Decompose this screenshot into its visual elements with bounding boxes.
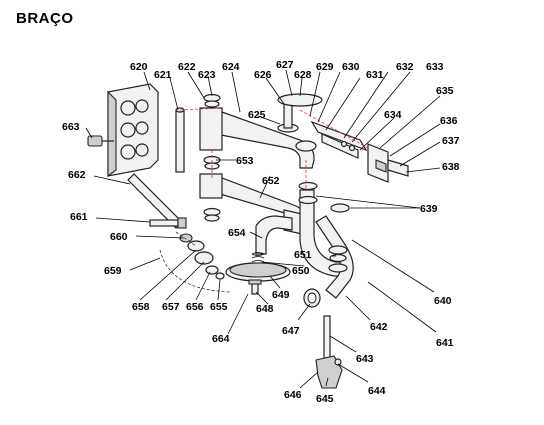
label-630: 630 <box>342 61 360 73</box>
label-626: 626 <box>254 69 272 81</box>
label-659: 659 <box>104 265 122 277</box>
knob-663 <box>87 135 114 147</box>
label-655: 655 <box>210 301 228 313</box>
label-646: 646 <box>284 389 302 401</box>
label-641: 641 <box>436 337 454 349</box>
clamp-636 <box>367 143 409 183</box>
handle-626 <box>277 93 323 133</box>
screw-648 <box>248 279 262 295</box>
label-653: 653 <box>236 155 254 167</box>
label-629: 629 <box>316 61 334 73</box>
label-620: 620 <box>130 61 148 73</box>
label-634: 634 <box>384 109 402 121</box>
label-661: 661 <box>70 211 88 223</box>
leader-lines <box>85 69 441 389</box>
label-664: 664 <box>212 333 230 345</box>
label-645: 645 <box>316 393 334 405</box>
shaft-643 <box>323 315 331 359</box>
disc-649 <box>225 262 291 282</box>
spring-650 <box>251 252 265 267</box>
label-663: 663 <box>62 121 80 133</box>
label-649: 649 <box>272 289 290 301</box>
part-number-labels: 620 621 622 623 624 625 626 627 628 629 … <box>62 59 460 405</box>
label-658: 658 <box>132 301 150 313</box>
label-652: 652 <box>262 175 280 187</box>
label-656: 656 <box>186 301 204 313</box>
label-628: 628 <box>294 69 312 81</box>
label-657: 657 <box>162 301 180 313</box>
joint-parts-659 <box>179 233 225 280</box>
label-650: 650 <box>292 265 310 277</box>
bracket-645 <box>315 355 343 389</box>
ring-647 <box>303 288 321 308</box>
label-636: 636 <box>440 115 458 127</box>
label-647: 647 <box>282 325 300 337</box>
bolt-661 <box>149 217 187 229</box>
label-639: 639 <box>420 203 438 215</box>
label-632: 632 <box>396 61 414 73</box>
label-642: 642 <box>370 321 388 333</box>
label-635: 635 <box>436 85 454 97</box>
label-623: 623 <box>198 69 216 81</box>
label-621: 621 <box>154 69 172 81</box>
label-644: 644 <box>368 385 386 397</box>
label-643: 643 <box>356 353 374 365</box>
pivot-pin <box>175 107 185 173</box>
label-638: 638 <box>442 161 460 173</box>
rail-assembly-630 <box>310 120 368 159</box>
label-627: 627 <box>276 59 294 71</box>
label-651: 651 <box>294 249 312 261</box>
label-625: 625 <box>248 109 266 121</box>
label-622: 622 <box>178 61 196 73</box>
label-640: 640 <box>434 295 452 307</box>
label-633: 633 <box>426 61 444 73</box>
mounting-bracket <box>107 83 159 178</box>
hose-654 <box>255 215 293 255</box>
washers-639 <box>298 181 350 273</box>
label-624: 624 <box>222 61 240 73</box>
label-662: 662 <box>68 169 86 181</box>
label-631: 631 <box>366 69 384 81</box>
diagram-title: BRAÇO <box>16 10 74 27</box>
label-660: 660 <box>110 231 128 243</box>
label-648: 648 <box>256 303 274 315</box>
label-654: 654 <box>228 227 246 239</box>
label-637: 637 <box>442 135 460 147</box>
